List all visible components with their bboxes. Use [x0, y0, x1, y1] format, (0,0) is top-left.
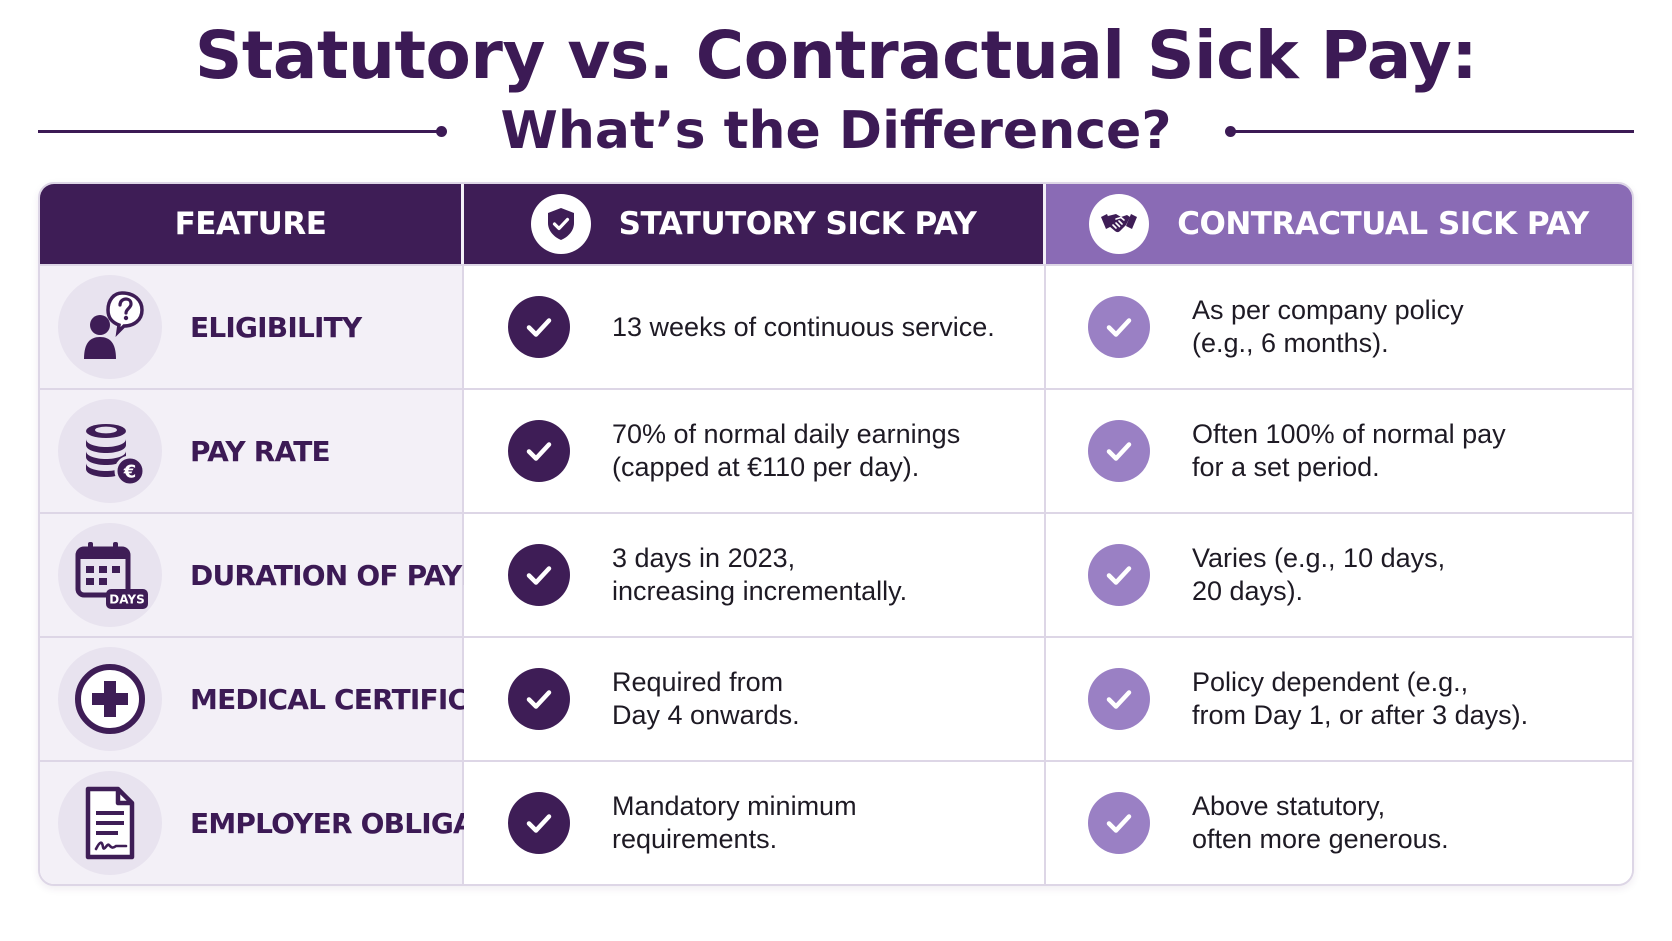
medical-cross-icon: [58, 647, 162, 751]
contractual-text: Often 100% of normal pay for a set perio…: [1192, 419, 1506, 482]
feature-label: ELIGIBILITY: [190, 310, 362, 344]
svg-text:€: €: [123, 462, 137, 483]
statutory-cell-employer-obligation: Mandatory minimum requirements.: [464, 760, 1046, 884]
shield-check-icon: [530, 194, 591, 254]
feature-label: PAY RATE: [190, 434, 331, 468]
header-contractual: CONTRACTUAL SICK PAY: [1046, 184, 1632, 264]
statutory-cell-eligibility: 13 weeks of continuous service.: [464, 264, 1046, 388]
page-title: Statutory vs. Contractual Sick Pay:: [194, 17, 1478, 94]
statutory-text: Required from Day 4 onwards.: [612, 667, 800, 730]
feature-cell-medical-certificate: MEDICAL CERTIFICATE: [40, 636, 523, 760]
subtitle-rule-left: [38, 125, 447, 137]
statutory-cell-pay-rate: 70% of normal daily earnings (capped at …: [464, 388, 1046, 512]
statutory-text: 3 days in 2023, increasing incrementally…: [612, 543, 908, 606]
check-icon: [1088, 792, 1150, 854]
check-icon: [508, 420, 570, 482]
statutory-text: 13 weeks of continuous service.: [612, 311, 995, 342]
contractual-text: Policy dependent (e.g., from Day 1, or a…: [1192, 667, 1529, 730]
contractual-cell-duration: Varies (e.g., 10 days, 20 days).: [1046, 512, 1632, 636]
check-icon: [508, 296, 570, 358]
header-feature: FEATURE: [40, 184, 464, 264]
statutory-cell-duration: 3 days in 2023, increasing incrementally…: [464, 512, 1046, 636]
statutory-cell-medical-certificate: Required from Day 4 onwards.: [464, 636, 1046, 760]
contractual-text: As per company policy (e.g., 6 months).: [1192, 295, 1464, 358]
header-statutory: STATUTORY SICK PAY: [464, 184, 1046, 264]
feature-cell-pay-rate: € PAY RATE: [40, 388, 464, 512]
comparison-table: FEATURE STATUTORY SICK PAY: [38, 182, 1634, 886]
header-statutory-label: STATUTORY SICK PAY: [618, 206, 977, 242]
contractual-cell-eligibility: As per company policy (e.g., 6 months).: [1046, 264, 1632, 388]
feature-cell-eligibility: ELIGIBILITY: [40, 264, 464, 388]
check-icon: [1088, 544, 1150, 606]
calendar-days-label: DAYS: [109, 593, 144, 607]
calendar-days-icon: DAYS: [58, 523, 162, 627]
check-icon: [508, 792, 570, 854]
statutory-text: Mandatory minimum requirements.: [612, 791, 857, 854]
subtitle-row: What’s the Difference?: [38, 96, 1635, 166]
subtitle-rule-right: [1225, 125, 1635, 137]
check-icon: [508, 668, 570, 730]
header-feature-label: FEATURE: [174, 206, 327, 242]
contractual-text: Varies (e.g., 10 days, 20 days).: [1192, 543, 1446, 606]
contractual-text: Above statutory, often more generous.: [1192, 791, 1449, 854]
handshake-icon: [1089, 194, 1150, 254]
check-icon: [1088, 296, 1150, 358]
page-subtitle: What’s the Difference?: [500, 101, 1172, 161]
check-icon: [508, 544, 570, 606]
contractual-cell-pay-rate: Often 100% of normal pay for a set perio…: [1046, 388, 1632, 512]
statutory-text: 70% of normal daily earnings (capped at …: [612, 419, 961, 482]
person-question-icon: [58, 275, 162, 379]
feature-cell-employer-obligation: EMPLOYER OBLIGATION: [40, 760, 546, 884]
contractual-cell-employer-obligation: Above statutory, often more generous.: [1046, 760, 1632, 884]
signed-document-icon: [58, 771, 162, 875]
check-icon: [1088, 668, 1150, 730]
coins-euro-icon: €: [58, 399, 162, 503]
contractual-cell-medical-certificate: Policy dependent (e.g., from Day 1, or a…: [1046, 636, 1632, 760]
header-contractual-label: CONTRACTUAL SICK PAY: [1177, 206, 1589, 242]
feature-cell-duration: DAYS DURATION OF PAYMENT: [40, 512, 549, 636]
check-icon: [1088, 420, 1150, 482]
